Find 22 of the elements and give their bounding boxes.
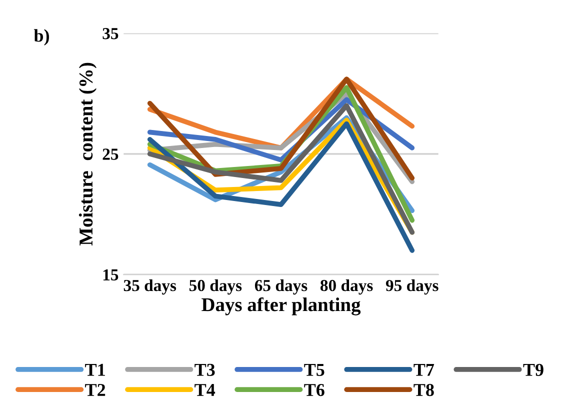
legend-label: T7 [414, 364, 434, 376]
x-tick-label: 65 days [254, 279, 308, 295]
y-axis-title: Moisture content (%) [78, 62, 97, 246]
y-tick-label: 25 [102, 148, 118, 160]
y-tick-label: 35 [102, 28, 118, 40]
legend-label: T4 [194, 384, 216, 396]
legend-label: T3 [194, 364, 215, 376]
legend-label: T1 [85, 364, 105, 376]
legend-label: T5 [304, 364, 324, 376]
line-series [147, 76, 415, 180]
x-tick-label: 50 days [189, 279, 242, 295]
x-tick-label: 35 days [124, 279, 176, 295]
legend-label: T8 [414, 384, 434, 396]
y-tick-label: 15 [103, 269, 118, 281]
x-tick-label: 95 days [386, 279, 438, 295]
x-tick-label: 80 days [320, 279, 373, 295]
legend-label: T9 [523, 364, 544, 376]
legend-label: T2 [85, 384, 106, 396]
x-axis-title: Days after planting [202, 297, 361, 316]
text: b) [34, 29, 49, 46]
line-series [147, 121, 415, 253]
legend-label: T6 [304, 384, 324, 396]
